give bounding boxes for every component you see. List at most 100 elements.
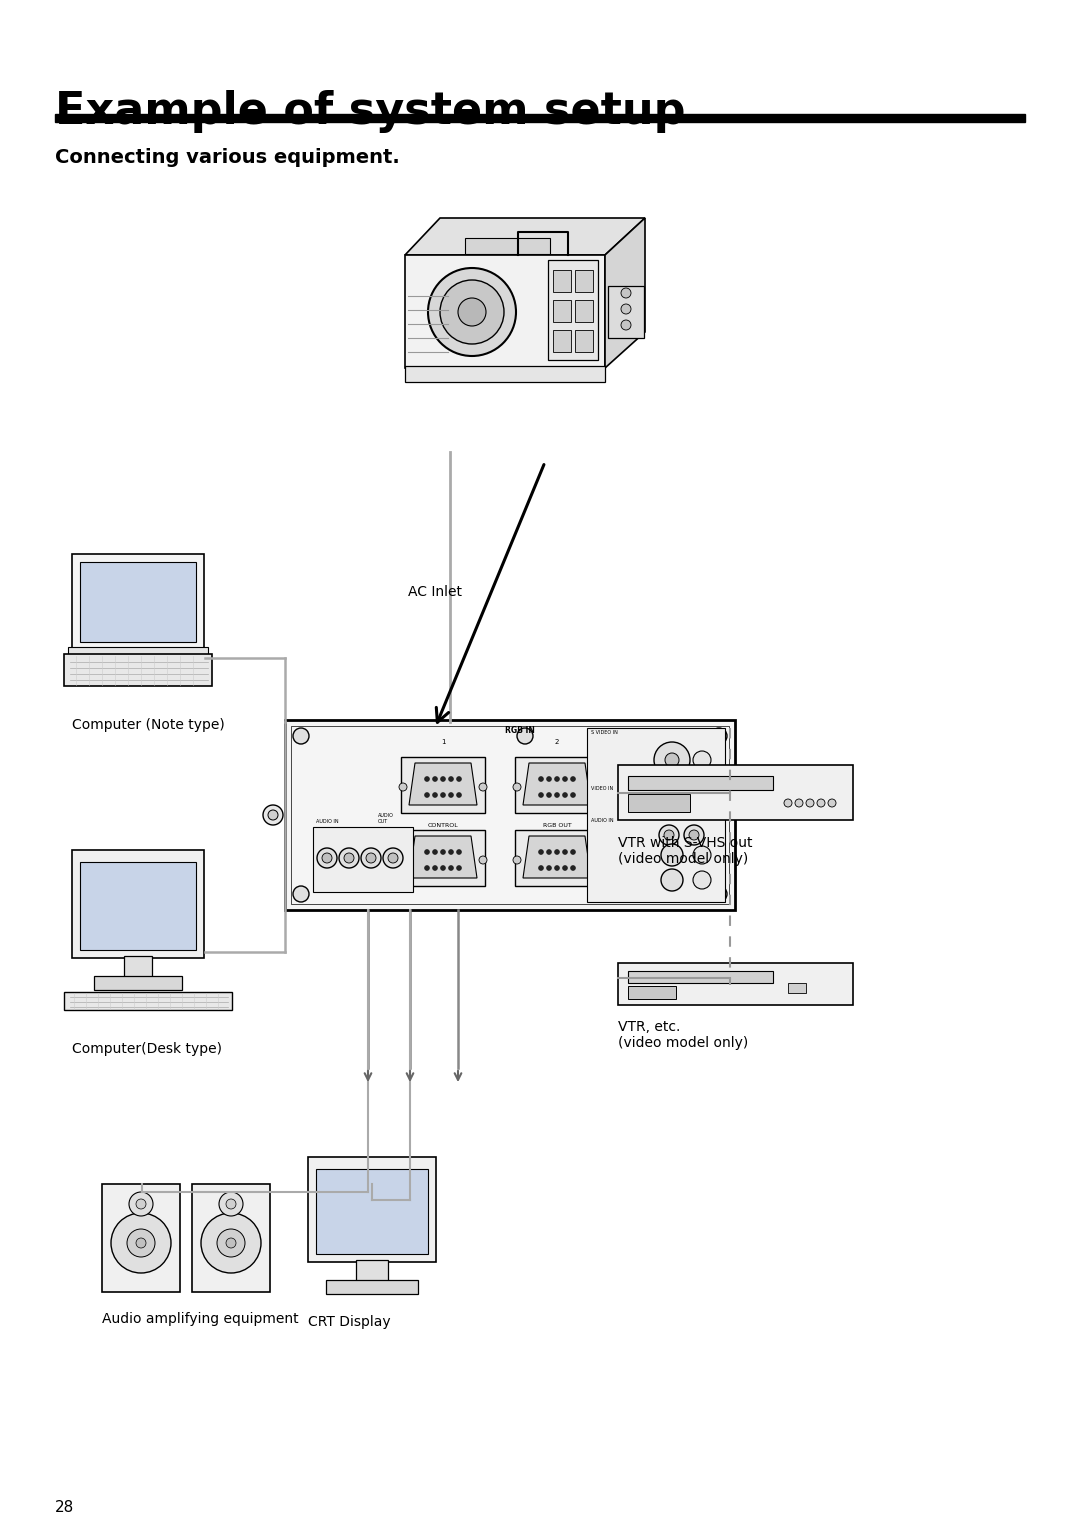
Circle shape bbox=[415, 367, 429, 380]
Circle shape bbox=[554, 850, 559, 854]
Bar bbox=[627, 795, 690, 811]
Text: 28: 28 bbox=[55, 1500, 75, 1514]
Text: VTR, etc.
(video model only): VTR, etc. (video model only) bbox=[618, 1021, 748, 1050]
Bar bbox=[515, 830, 599, 886]
Circle shape bbox=[563, 865, 567, 871]
Bar bbox=[72, 850, 204, 958]
Polygon shape bbox=[523, 836, 591, 879]
Circle shape bbox=[693, 847, 711, 863]
Bar bbox=[465, 238, 550, 254]
Circle shape bbox=[424, 776, 430, 781]
Circle shape bbox=[554, 793, 559, 798]
Circle shape bbox=[517, 727, 534, 744]
Circle shape bbox=[388, 853, 399, 863]
Circle shape bbox=[816, 799, 825, 807]
Text: CONTROL: CONTROL bbox=[428, 822, 458, 828]
Text: Connecting various equipment.: Connecting various equipment. bbox=[55, 148, 400, 167]
Circle shape bbox=[563, 776, 567, 781]
Circle shape bbox=[432, 865, 437, 871]
Circle shape bbox=[539, 865, 543, 871]
Circle shape bbox=[480, 782, 487, 792]
Circle shape bbox=[828, 799, 836, 807]
Bar bbox=[356, 1261, 388, 1282]
Bar bbox=[192, 1184, 270, 1293]
Bar bbox=[102, 1184, 180, 1293]
Circle shape bbox=[448, 850, 454, 854]
Circle shape bbox=[570, 850, 576, 854]
Circle shape bbox=[432, 793, 437, 798]
Bar bbox=[627, 776, 773, 790]
Bar bbox=[618, 963, 853, 1005]
Circle shape bbox=[563, 850, 567, 854]
Polygon shape bbox=[605, 219, 645, 368]
Circle shape bbox=[621, 319, 631, 330]
Circle shape bbox=[217, 1229, 245, 1258]
Circle shape bbox=[654, 743, 690, 778]
Circle shape bbox=[784, 799, 792, 807]
Circle shape bbox=[318, 848, 337, 868]
Circle shape bbox=[689, 830, 699, 840]
Polygon shape bbox=[405, 255, 605, 368]
Circle shape bbox=[665, 753, 679, 767]
Circle shape bbox=[448, 865, 454, 871]
Circle shape bbox=[711, 886, 727, 902]
Circle shape bbox=[136, 1199, 146, 1209]
Circle shape bbox=[293, 727, 309, 744]
Circle shape bbox=[293, 886, 309, 902]
Bar bbox=[575, 270, 593, 292]
Text: AC Inlet: AC Inlet bbox=[408, 585, 462, 599]
Circle shape bbox=[664, 830, 674, 840]
Bar bbox=[80, 862, 195, 950]
Text: S VIDEO IN: S VIDEO IN bbox=[591, 729, 618, 735]
Polygon shape bbox=[409, 836, 477, 879]
Circle shape bbox=[546, 865, 552, 871]
Circle shape bbox=[554, 776, 559, 781]
Circle shape bbox=[424, 865, 430, 871]
Circle shape bbox=[448, 776, 454, 781]
Circle shape bbox=[513, 856, 521, 863]
Circle shape bbox=[226, 1199, 237, 1209]
Text: Example of system setup: Example of system setup bbox=[55, 90, 686, 133]
Circle shape bbox=[593, 782, 600, 792]
Circle shape bbox=[711, 727, 727, 744]
Circle shape bbox=[546, 850, 552, 854]
Text: RGB OUT: RGB OUT bbox=[542, 822, 571, 828]
Bar bbox=[553, 299, 571, 322]
Circle shape bbox=[457, 850, 461, 854]
Bar bbox=[124, 957, 152, 978]
Circle shape bbox=[539, 850, 543, 854]
Bar bbox=[401, 830, 485, 886]
Circle shape bbox=[441, 776, 446, 781]
Bar bbox=[401, 756, 485, 813]
Circle shape bbox=[621, 304, 631, 313]
Bar bbox=[575, 299, 593, 322]
Bar bbox=[575, 330, 593, 351]
Circle shape bbox=[457, 793, 461, 798]
Circle shape bbox=[345, 853, 354, 863]
Text: RGB IN: RGB IN bbox=[505, 726, 535, 735]
Text: AUDIO
OUT: AUDIO OUT bbox=[378, 813, 394, 824]
Circle shape bbox=[441, 850, 446, 854]
Polygon shape bbox=[405, 219, 645, 255]
Circle shape bbox=[554, 865, 559, 871]
Circle shape bbox=[539, 776, 543, 781]
Circle shape bbox=[424, 850, 430, 854]
Circle shape bbox=[457, 776, 461, 781]
Text: Computer(Desk type): Computer(Desk type) bbox=[72, 1042, 222, 1056]
Bar bbox=[405, 367, 605, 382]
Text: 1: 1 bbox=[441, 740, 445, 746]
Bar bbox=[316, 1169, 428, 1254]
Circle shape bbox=[440, 280, 504, 344]
Circle shape bbox=[546, 776, 552, 781]
Circle shape bbox=[571, 367, 585, 380]
Circle shape bbox=[684, 825, 704, 845]
Bar bbox=[553, 270, 571, 292]
Bar bbox=[72, 555, 204, 649]
Bar bbox=[788, 983, 806, 993]
Circle shape bbox=[661, 869, 683, 891]
Circle shape bbox=[693, 792, 711, 808]
Text: Audio amplifying equipment: Audio amplifying equipment bbox=[102, 1313, 299, 1326]
Circle shape bbox=[563, 793, 567, 798]
Circle shape bbox=[546, 793, 552, 798]
Circle shape bbox=[424, 793, 430, 798]
